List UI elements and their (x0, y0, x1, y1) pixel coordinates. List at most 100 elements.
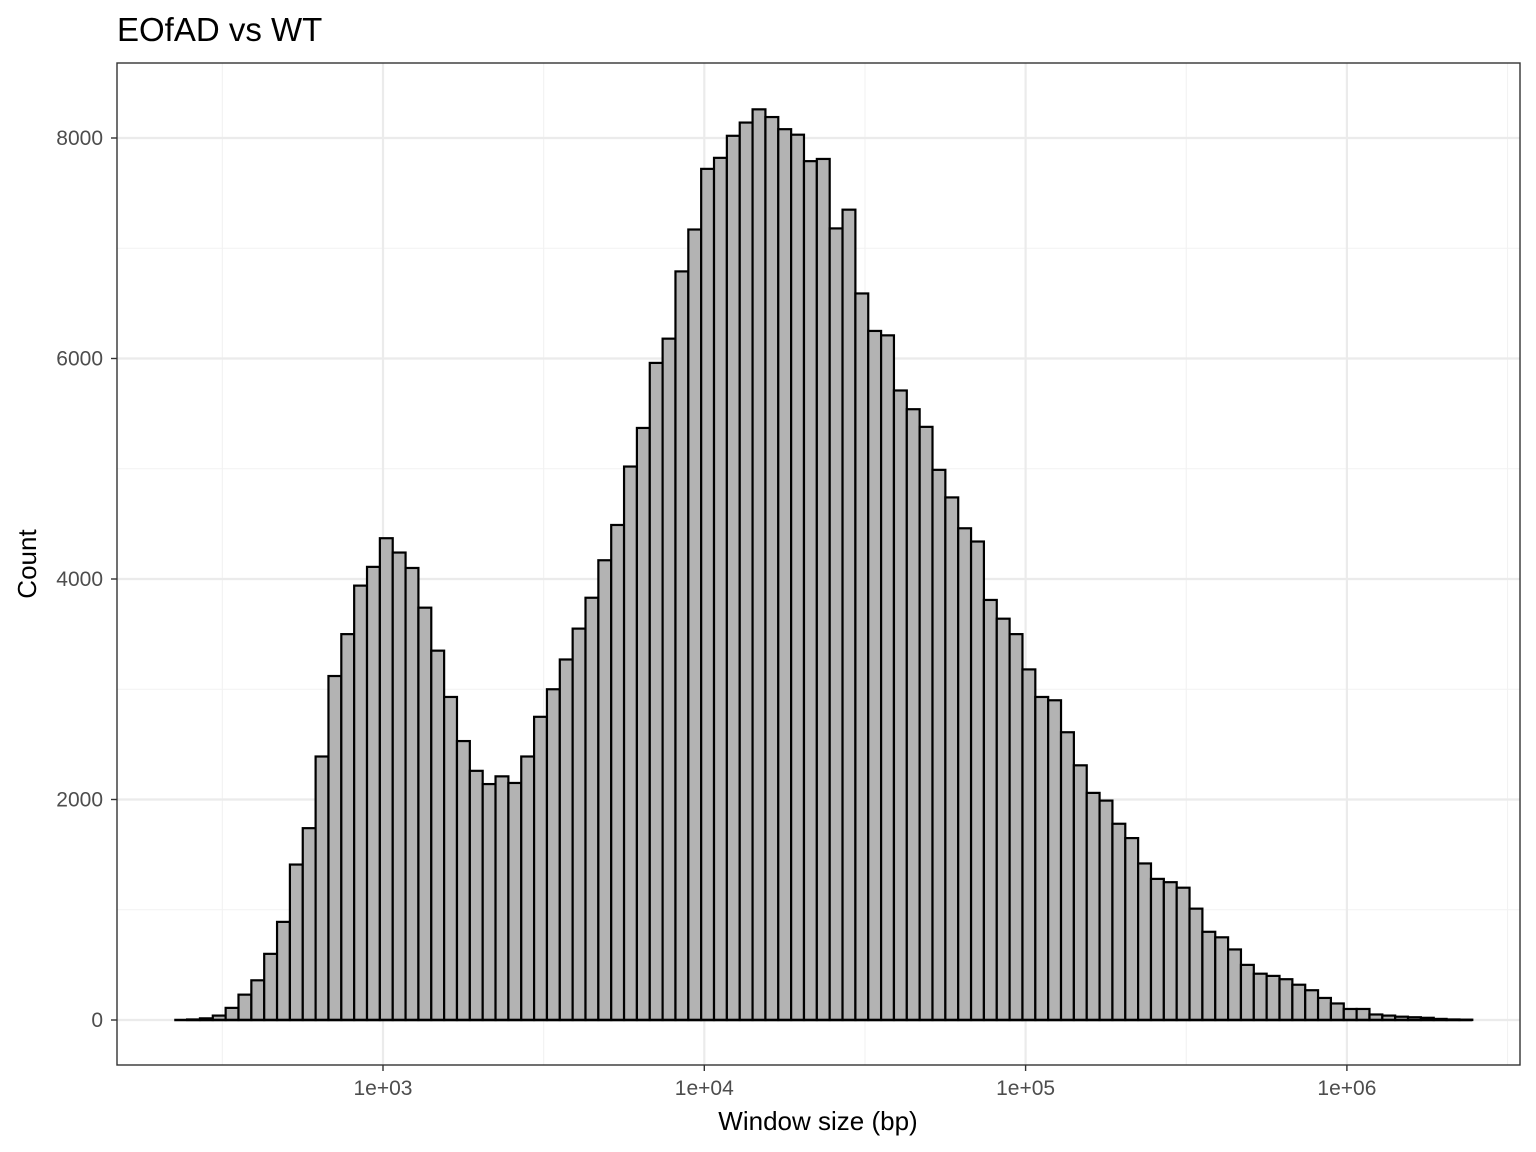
histogram-bar (507, 781, 523, 1022)
histogram-bar (1355, 1007, 1371, 1022)
histogram-bar (314, 755, 330, 1022)
histogram-bar (867, 329, 883, 1022)
y-axis-title: Count (12, 529, 42, 599)
histogram-bar (404, 566, 420, 1022)
histogram-bar (995, 617, 1011, 1022)
histogram-bar (1265, 974, 1281, 1022)
histogram-bar (944, 496, 960, 1022)
histogram-bar (1188, 907, 1204, 1022)
histogram-bar (854, 292, 870, 1022)
histogram-bar (648, 361, 664, 1022)
histogram-bar (622, 465, 639, 1022)
histogram-bar (1239, 963, 1255, 1022)
x-axis: 1e+03 1e+04 1e+05 1e+06 (354, 1065, 1376, 1100)
plot-panel-border (116, 62, 1521, 1066)
histogram-bar (969, 540, 986, 1022)
histogram-bar (751, 108, 767, 1022)
histogram-bar (700, 167, 716, 1022)
histogram-bar (250, 979, 266, 1022)
x-tick-label: 1e+03 (354, 1077, 413, 1100)
histogram-bar (1226, 948, 1243, 1022)
histogram-bar (725, 134, 741, 1022)
histogram-bar (957, 527, 973, 1022)
histogram-bar (417, 606, 433, 1022)
histogram-bars (185, 108, 1474, 1022)
histogram-bar (275, 920, 292, 1022)
histogram-bar (982, 598, 998, 1022)
histogram-bar (237, 993, 253, 1022)
histogram-bar (597, 559, 613, 1022)
histogram-bar (1047, 699, 1063, 1022)
histogram-bar (738, 121, 754, 1022)
histogram-bar (288, 863, 304, 1022)
histogram-bar (455, 739, 471, 1022)
y-axis: 0 2000 4000 6000 8000 (56, 127, 117, 1032)
histogram-bar (584, 596, 600, 1022)
y-tick-label: 4000 (56, 568, 103, 591)
histogram-bar (674, 270, 690, 1022)
x-tick-label: 1e+06 (1317, 1077, 1376, 1100)
histogram-bar (879, 334, 896, 1022)
histogram-bar (712, 156, 728, 1022)
histogram-bar (661, 337, 677, 1022)
histogram-bar (1111, 822, 1127, 1022)
x-tick-label: 1e+05 (996, 1077, 1055, 1100)
histogram-bar (1021, 668, 1037, 1022)
x-tick-label: 1e+04 (675, 1077, 734, 1100)
histogram-bar (1201, 930, 1217, 1022)
x-axis-title: Window size (bp) (718, 1106, 917, 1136)
histogram-bar (1137, 862, 1153, 1022)
histogram-bar (1162, 881, 1178, 1022)
histogram-bar (635, 426, 651, 1022)
histogram-bar (1175, 886, 1191, 1022)
histogram-bar (931, 468, 947, 1022)
histogram-bar (1098, 799, 1114, 1022)
histogram-bar (558, 658, 574, 1022)
histogram-bar (1059, 731, 1075, 1022)
histogram-bar (841, 208, 857, 1022)
histogram-bar (918, 425, 934, 1022)
chart-title: EOfAD vs WT (117, 11, 322, 48)
histogram-bar (481, 782, 497, 1022)
histogram-bar (1316, 996, 1333, 1022)
histogram-bar (764, 115, 780, 1022)
histogram-bar (1149, 877, 1165, 1022)
histogram-bar (1329, 1002, 1345, 1022)
histogram-bar (545, 688, 561, 1022)
histogram-bar (815, 157, 831, 1022)
histogram-bar (571, 627, 587, 1022)
histogram-bar (443, 695, 459, 1022)
histogram-bar (1291, 983, 1307, 1022)
histogram-bar (365, 565, 381, 1022)
histogram-bar (263, 952, 279, 1022)
histogram-bar (224, 1006, 240, 1022)
histogram-bar (1214, 936, 1230, 1022)
histogram-bar (327, 674, 343, 1022)
histogram-bar (1072, 764, 1088, 1022)
histogram-bar (1008, 633, 1024, 1022)
histogram-bar (1278, 978, 1294, 1022)
histogram-bar (353, 584, 369, 1022)
y-tick-label: 2000 (56, 789, 103, 812)
histogram-bar (905, 408, 921, 1022)
histogram-bar (520, 755, 536, 1022)
histogram-bar (610, 523, 626, 1022)
histogram-bar (1124, 836, 1140, 1022)
histogram-bar (468, 769, 484, 1022)
histogram-bar (1304, 989, 1320, 1022)
histogram-bar (1034, 695, 1050, 1022)
histogram-bar (892, 389, 908, 1022)
histogram-bar (340, 633, 356, 1022)
histogram-bar (790, 133, 806, 1022)
histogram-bar (1085, 791, 1101, 1022)
y-tick-label: 6000 (56, 348, 103, 371)
y-tick-label: 8000 (56, 127, 103, 150)
histogram-bar (532, 715, 549, 1022)
histogram-bar (430, 649, 446, 1022)
histogram-bar (802, 160, 818, 1022)
y-tick-label: 0 (91, 1009, 103, 1032)
histogram-bar (828, 227, 844, 1022)
histogram-bar (301, 827, 317, 1022)
histogram-bar (391, 551, 407, 1022)
